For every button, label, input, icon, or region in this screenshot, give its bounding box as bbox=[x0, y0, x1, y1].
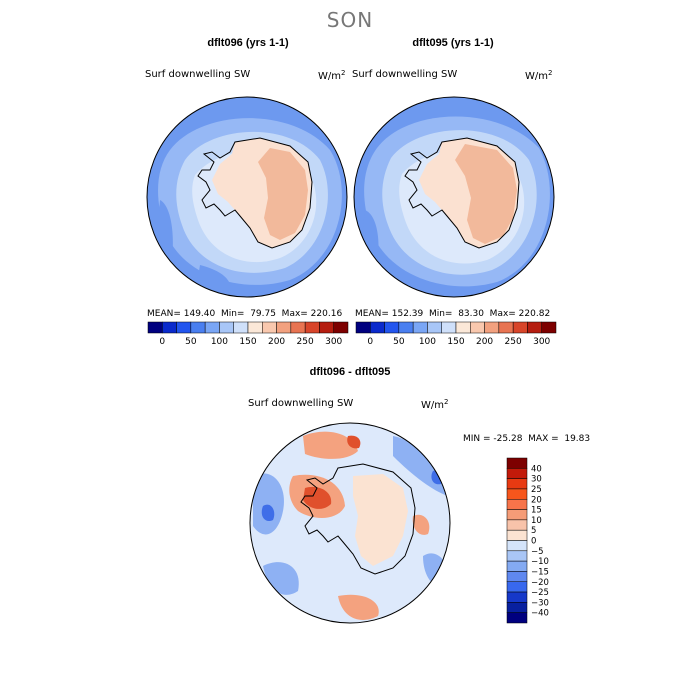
panel-2-colorbar: 050100150200250300350 bbox=[355, 321, 557, 347]
panel-1-units: W/m2 bbox=[318, 69, 346, 82]
diff-colorbar-tick-label: 20 bbox=[531, 495, 542, 505]
diff-panel-units: W/m2 bbox=[421, 398, 449, 411]
panel-2-title: dflt095 (yrs 1-1) bbox=[412, 37, 494, 49]
panel-1-colorbar-tick-label: 300 bbox=[325, 337, 342, 347]
panel-1-colorbar-tick-label: 50 bbox=[185, 337, 197, 347]
panel-1-colorbar-swatch bbox=[190, 321, 206, 334]
diff-panel-title: dflt096 - dflt095 bbox=[309, 366, 391, 378]
panel-1-colorbar-tick-label: 0 bbox=[159, 337, 165, 347]
panel-2-colorbar-tick-label: 150 bbox=[447, 337, 464, 347]
panel-1-colorbar-swatch bbox=[304, 321, 320, 334]
panel-1-title: dflt096 (yrs 1-1) bbox=[207, 37, 289, 49]
panel-1-colorbar-swatch bbox=[333, 321, 349, 334]
panel-2-variable: Surf downwelling SW bbox=[352, 69, 458, 80]
panel-2-map bbox=[353, 96, 555, 298]
diff-colorbar-swatch bbox=[506, 499, 528, 510]
panel-2-colorbar-tick-label: 250 bbox=[505, 337, 522, 347]
panel-1-variable: Surf downwelling SW bbox=[145, 69, 251, 80]
panel-2-colorbar-swatch bbox=[541, 321, 557, 334]
panel-2-colorbar-tick-label: 0 bbox=[367, 337, 373, 347]
diff-colorbar-swatch bbox=[506, 540, 528, 552]
panel-2-colorbar-swatch bbox=[470, 321, 485, 334]
diff-colorbar-tick-label: 15 bbox=[531, 506, 542, 516]
diff-colorbar-swatch bbox=[506, 529, 528, 541]
panel-1-colorbar-tick-label: 150 bbox=[239, 337, 256, 347]
panel-1-colorbar-swatch bbox=[176, 321, 192, 334]
diff-colorbar-tick-label: −25 bbox=[531, 588, 549, 598]
panel-1-colorbar-tick-label: 100 bbox=[211, 337, 228, 347]
panel-1-colorbar-swatch bbox=[319, 321, 334, 334]
panel-1-colorbar-swatch bbox=[162, 321, 177, 334]
diff-colorbar-swatch bbox=[506, 581, 528, 593]
diff-panel-stats: MIN = -25.28 MAX = 19.83 bbox=[463, 434, 591, 444]
panel-2-colorbar-swatch bbox=[455, 321, 471, 334]
panel-1-stats: MEAN= 149.40 Min= 79.75 Max= 220.16 bbox=[147, 309, 343, 319]
panel-1-colorbar-swatch bbox=[262, 321, 277, 334]
panel-1-colorbar: 050100150200250300350 bbox=[147, 321, 349, 347]
diff-colorbar-tick-label: 0 bbox=[531, 537, 536, 547]
diff-colorbar-swatch bbox=[506, 488, 528, 500]
diff-colorbar-tick-label: 25 bbox=[531, 485, 542, 495]
diff-colorbar-swatch bbox=[506, 591, 528, 603]
panel-2-colorbar-swatch bbox=[441, 321, 457, 334]
diff-colorbar-swatch bbox=[506, 560, 528, 572]
panel-2-colorbar-swatch bbox=[498, 321, 514, 334]
panel-2-stats: MEAN= 152.39 Min= 83.30 Max= 220.82 bbox=[355, 309, 551, 319]
panel-2-colorbar-swatch bbox=[412, 321, 428, 334]
diff-colorbar-swatch bbox=[506, 457, 528, 469]
panel-2-colorbar-swatch bbox=[512, 321, 528, 334]
panel-1-colorbar-tick-label: 200 bbox=[268, 337, 285, 347]
panel-2-colorbar-tick-label: 200 bbox=[476, 337, 493, 347]
season-title: SON bbox=[326, 8, 374, 32]
diff-colorbar-tick-label: 30 bbox=[531, 475, 542, 485]
diff-colorbar-tick-label: −15 bbox=[531, 567, 549, 577]
panel-1-colorbar-swatch bbox=[147, 321, 163, 334]
diff-colorbar-tick-label: −40 bbox=[531, 609, 549, 619]
panel-2-colorbar-swatch bbox=[527, 321, 542, 334]
panel-2-colorbar-swatch bbox=[484, 321, 500, 334]
panel-1-colorbar-swatch bbox=[290, 321, 306, 334]
diff-colorbar-swatch bbox=[506, 571, 528, 582]
diff-colorbar-tick-label: 40 bbox=[531, 464, 542, 474]
panel-1-colorbar-swatch bbox=[219, 321, 234, 334]
panel-2-colorbar-swatch bbox=[355, 321, 371, 334]
diff-colorbar-swatch bbox=[506, 468, 528, 479]
panel-2-units: W/m2 bbox=[525, 69, 553, 82]
panel-2-colorbar-swatch bbox=[370, 321, 385, 334]
panel-1-map bbox=[146, 96, 348, 298]
diff-panel-variable: Surf downwelling SW bbox=[248, 398, 354, 409]
panel-2-colorbar-swatch bbox=[398, 321, 414, 334]
panel-2-colorbar-tick-label: 50 bbox=[393, 337, 405, 347]
diff-colorbar-tick-label: −5 bbox=[531, 547, 544, 557]
panel-2-colorbar-swatch bbox=[384, 321, 400, 334]
diff-colorbar-swatch bbox=[506, 519, 528, 531]
panel-1-colorbar-swatch bbox=[247, 321, 263, 334]
diff-colorbar-tick-label: −10 bbox=[531, 557, 549, 567]
diff-colorbar-swatch bbox=[506, 602, 528, 613]
diff-colorbar-swatch bbox=[506, 509, 528, 521]
diff-colorbar-tick-label: −20 bbox=[531, 578, 549, 588]
diff-panel-map bbox=[249, 422, 451, 624]
panel-1-colorbar-swatch bbox=[233, 321, 249, 334]
panel-1-colorbar-tick-label: 250 bbox=[297, 337, 314, 347]
panel-2-colorbar-tick-label: 300 bbox=[533, 337, 550, 347]
panel-2-colorbar-swatch bbox=[427, 321, 442, 334]
diff-colorbar-swatch bbox=[506, 612, 528, 624]
diff-colorbar-tick-label: 10 bbox=[531, 516, 542, 526]
panel-1-colorbar-swatch bbox=[204, 321, 220, 334]
diff-colorbar-tick-label: 5 bbox=[531, 526, 536, 536]
panel-2-colorbar-tick-label: 100 bbox=[419, 337, 436, 347]
diff-colorbar-swatch bbox=[506, 478, 528, 490]
diff-colorbar-swatch bbox=[506, 550, 528, 562]
diff-colorbar-tick-label: −30 bbox=[531, 598, 549, 608]
panel-1-colorbar-swatch bbox=[276, 321, 292, 334]
